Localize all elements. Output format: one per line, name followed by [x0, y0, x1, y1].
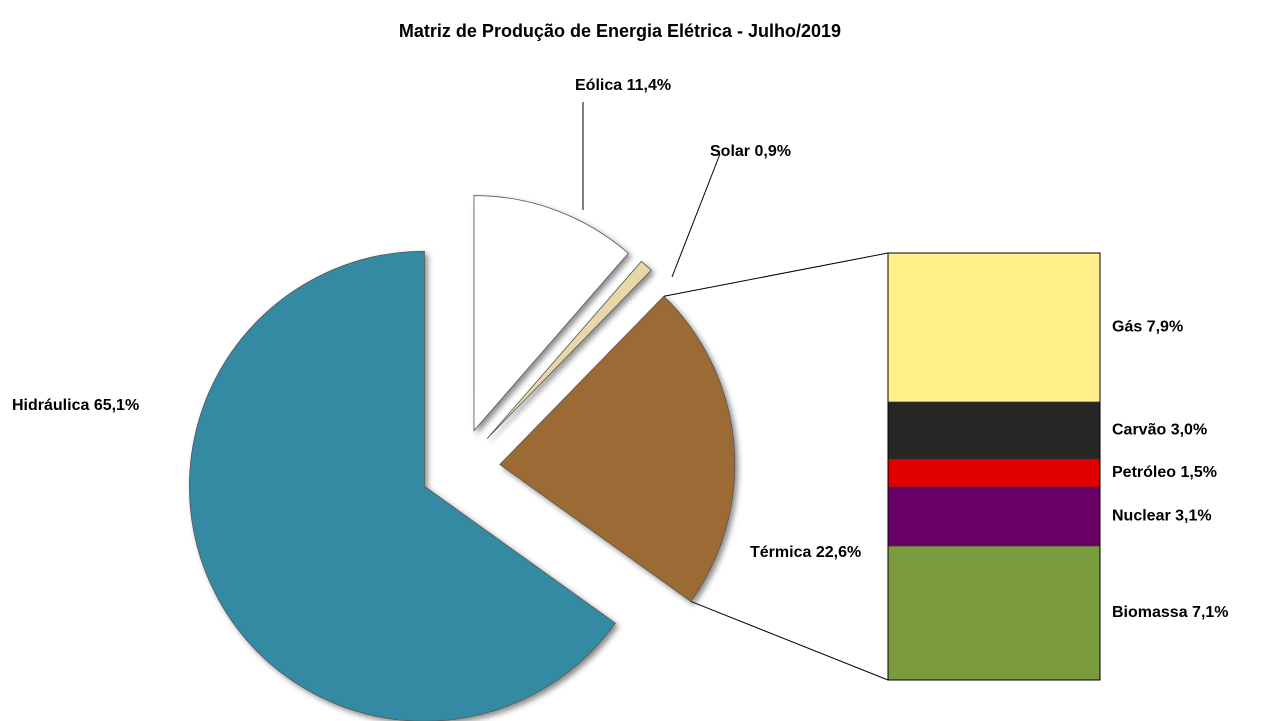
pie-label: Solar 0,9% — [710, 143, 791, 160]
label-value: 1,5% — [1180, 464, 1216, 481]
bar-segment — [887, 252, 1101, 403]
label-name: Biomassa — [1112, 604, 1188, 621]
pie-slice — [499, 295, 736, 602]
pie-slice — [189, 250, 616, 721]
pie-slice — [486, 260, 652, 439]
label-name: Eólica — [575, 77, 622, 94]
chart-title: Matriz de Produção de Energia Elétrica -… — [399, 21, 841, 41]
label-name: Térmica — [750, 544, 811, 561]
leader-line — [671, 153, 721, 278]
label-value: 65,1% — [94, 397, 139, 414]
bar-label: Carvão 3,0% — [1112, 422, 1207, 439]
pie-label: Hidráulica 65,1% — [12, 397, 139, 414]
label-value: 3,1% — [1175, 508, 1211, 525]
connector-line — [663, 252, 889, 297]
pie-label: Eólica 11,4% — [575, 77, 671, 94]
bar-label: Biomassa 7,1% — [1112, 604, 1229, 621]
bar-segment — [887, 545, 1101, 681]
bar-label: Nuclear 3,1% — [1112, 508, 1212, 525]
label-value: 22,6% — [816, 544, 861, 561]
label-name: Hidráulica — [12, 397, 89, 414]
label-value: 3,0% — [1171, 422, 1207, 439]
label-name: Petróleo — [1112, 464, 1176, 481]
label-value: 7,1% — [1192, 604, 1228, 621]
bar-label: Petróleo 1,5% — [1112, 464, 1217, 481]
connector-line — [690, 600, 889, 681]
pie-slice — [473, 195, 629, 432]
label-name: Nuclear — [1112, 508, 1171, 525]
bar-frame — [887, 252, 1101, 681]
label-value: 7,9% — [1147, 319, 1183, 336]
label-name: Solar — [710, 143, 750, 160]
bar-segment — [887, 458, 1101, 488]
label-value: 11,4% — [627, 77, 671, 94]
label-name: Carvão — [1112, 422, 1166, 439]
bar-segment — [887, 401, 1101, 460]
pie-label: Térmica 22,6% — [750, 544, 861, 561]
bar-segment — [887, 486, 1101, 547]
label-name: Gás — [1112, 319, 1142, 336]
label-value: 0,9% — [754, 143, 790, 160]
bar-label: Gás 7,9% — [1112, 319, 1183, 336]
